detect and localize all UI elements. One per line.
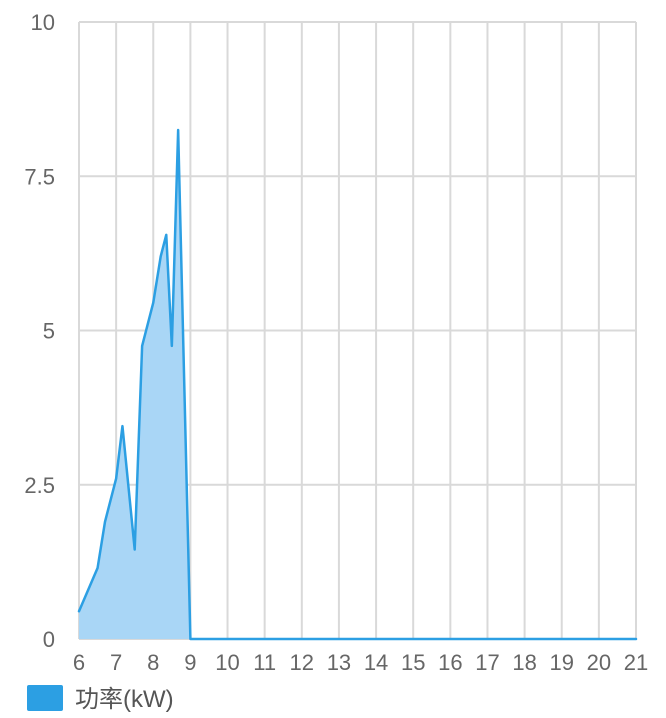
axis-labels: 0 2.5 5 7.5 10 6 7 8 9 10 11 12 13 14 15 16 17 18 19 20 21	[24, 10, 648, 675]
x-tick-label: 20	[587, 650, 611, 675]
grid-lines	[78, 21, 637, 640]
x-tick-label: 8	[147, 650, 159, 675]
x-tick-label: 17	[475, 650, 499, 675]
x-tick-label: 13	[327, 650, 351, 675]
y-tick-label: 5	[43, 319, 55, 344]
legend-label: 功率(kW)	[75, 686, 174, 713]
x-tick-label: 21	[624, 650, 648, 675]
y-tick-label: 7.5	[24, 164, 55, 189]
x-tick-label: 6	[73, 650, 85, 675]
x-tick-label: 14	[364, 650, 388, 675]
x-tick-label: 15	[401, 650, 425, 675]
x-tick-label: 9	[184, 650, 196, 675]
x-tick-label: 16	[438, 650, 462, 675]
y-tick-label: 10	[31, 10, 55, 35]
legend-swatch	[27, 685, 63, 711]
y-tick-label: 0	[43, 627, 55, 652]
area-fill	[79, 129, 636, 639]
x-tick-label: 11	[253, 650, 276, 675]
x-tick-label: 18	[512, 650, 536, 675]
x-tick-label: 10	[215, 650, 239, 675]
series-line	[77, 128, 638, 641]
x-tick-label: 7	[110, 650, 122, 675]
area-layer	[77, 128, 638, 641]
y-tick-label: 2.5	[24, 473, 55, 498]
legend: 功率(kW)	[27, 685, 174, 713]
x-tick-label: 19	[549, 650, 573, 675]
x-tick-label: 12	[290, 650, 314, 675]
